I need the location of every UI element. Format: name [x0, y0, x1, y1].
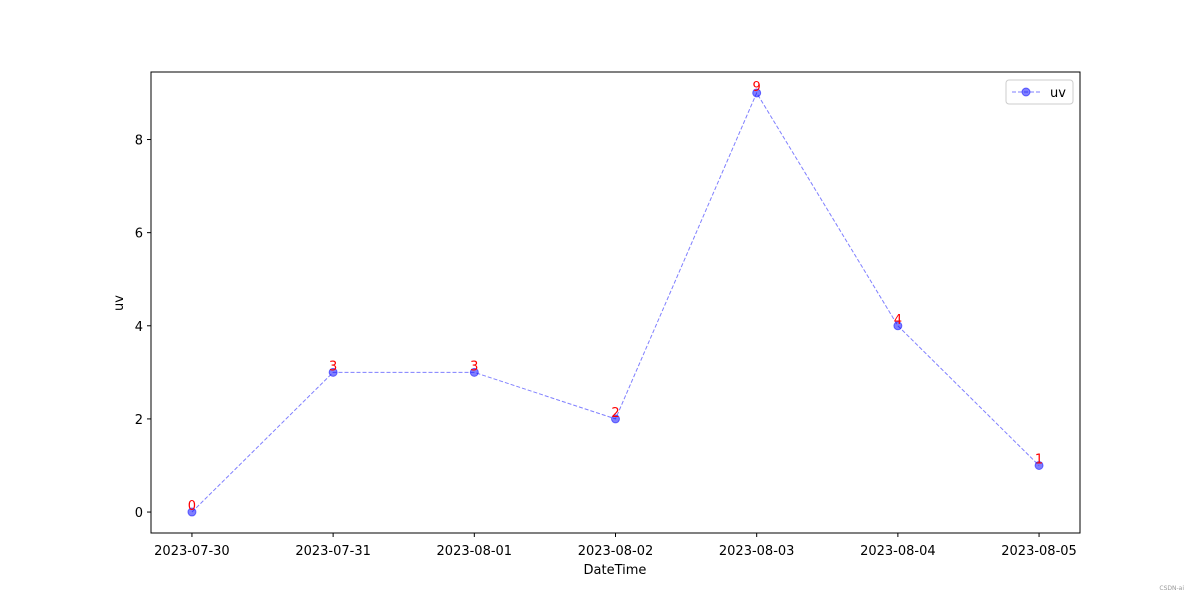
y-tick-label: 6 — [135, 227, 143, 242]
x-tick-label: 2023-08-03 — [719, 544, 795, 559]
point — [893, 321, 903, 331]
y-tick-label: 8 — [135, 134, 143, 149]
data-label: 2 — [611, 406, 619, 421]
data-label: 9 — [753, 80, 761, 95]
point — [187, 507, 197, 517]
y-tick-label: 4 — [135, 320, 143, 335]
x-tick-label: 2023-08-04 — [860, 544, 936, 559]
data-label: 0 — [188, 499, 196, 514]
legend-marker — [1021, 87, 1031, 97]
y-tick-label: 0 — [135, 506, 143, 521]
point — [752, 88, 762, 98]
watermark: CSDN-ai — [1159, 585, 1184, 592]
x-tick-label: 2023-08-05 — [1001, 544, 1077, 559]
legend-label: uv — [1050, 86, 1066, 101]
point — [1034, 460, 1044, 470]
x-axis-label: DateTime — [584, 563, 647, 578]
data-label: 4 — [894, 313, 902, 328]
x-tick-label: 2023-08-01 — [437, 544, 513, 559]
y-tick-label: 2 — [135, 413, 143, 428]
x-tick-label: 2023-07-30 — [154, 544, 230, 559]
data-label: 3 — [470, 359, 478, 374]
x-tick-label: 2023-07-31 — [295, 544, 371, 559]
y-axis-label: uv — [112, 295, 127, 311]
point — [611, 414, 620, 424]
data-label: 3 — [329, 359, 337, 374]
data-label: 1 — [1035, 452, 1043, 467]
point — [328, 367, 338, 377]
point — [469, 367, 479, 377]
x-tick-label: 2023-08-02 — [578, 544, 654, 559]
